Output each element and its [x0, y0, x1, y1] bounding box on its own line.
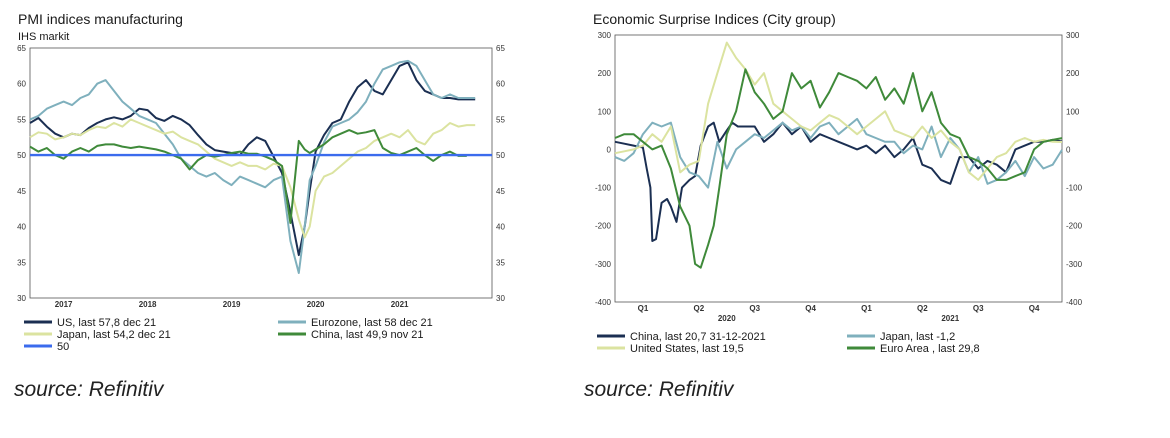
- y-tick-label-left: -200: [595, 222, 612, 231]
- y-tick-label-left: -100: [595, 184, 612, 193]
- legend-entry: Euro Area , last 29,8: [880, 343, 980, 355]
- chart-title: PMI indices manufacturing: [18, 11, 183, 27]
- x-tick-label: Q2: [693, 304, 704, 313]
- y-tick-label-left: -400: [595, 298, 612, 307]
- legend-entry: US, last 57,8 dec 21: [57, 317, 156, 329]
- legend-entry: China, last 20,7 31-12-2021: [630, 331, 766, 343]
- y-tick-label-right: 65: [496, 44, 505, 53]
- y-tick-label-left: 50: [17, 151, 26, 160]
- legend-entry: China, last 49,9 nov 21: [311, 329, 424, 341]
- y-tick-label-left: 60: [17, 80, 26, 89]
- legend-entry: 50: [57, 341, 69, 353]
- y-tick-label-right: 0: [1066, 145, 1071, 154]
- legend-entry: Eurozone, last 58 dec 21: [311, 317, 433, 329]
- chart-source: source: Refinitiv: [584, 378, 734, 401]
- y-tick-label-left: 300: [598, 31, 612, 40]
- series-line-2: [29, 118, 476, 239]
- x-tick-label: Q4: [805, 304, 816, 313]
- x-tick-label: 2021: [391, 300, 409, 309]
- y-tick-label-left: 40: [17, 223, 26, 232]
- y-tick-label-left: 45: [17, 187, 26, 196]
- chart-title: Economic Surprise Indices (City group): [593, 11, 836, 27]
- y-tick-label-right: -400: [1066, 298, 1083, 307]
- y-tick-label-right: -300: [1066, 260, 1083, 269]
- chart-source: source: Refinitiv: [14, 378, 164, 401]
- y-tick-label-right: 100: [1066, 107, 1080, 116]
- x-tick-label: 2017: [55, 300, 73, 309]
- legend-entry: United States, last 19,5: [630, 343, 744, 355]
- y-tick-label-left: 30: [17, 294, 26, 303]
- pmi-chart-svg: 30 30 35 35 40 40 45 45 50 50 55 55 60 60 65 65 2017 2018…: [17, 44, 505, 353]
- series-line-0: [614, 121, 1063, 242]
- x-tick-label: Q3: [749, 304, 760, 313]
- surprise-chart-panel: Economic Surprise Indices (City group) -…: [575, 0, 1170, 438]
- series-line-1: [29, 59, 476, 274]
- legend-entry: Japan, last 54,2 dec 21: [57, 329, 171, 341]
- y-tick-label-right: 30: [496, 294, 505, 303]
- x-tick-label: Q1: [638, 304, 649, 313]
- y-tick-label-left: 200: [598, 69, 612, 78]
- x-tick-label: 2019: [223, 300, 241, 309]
- y-tick-label-right: -100: [1066, 184, 1083, 193]
- y-tick-label-left: 35: [17, 258, 26, 267]
- y-tick-label-right: 300: [1066, 31, 1080, 40]
- plot-frame: [29, 47, 493, 299]
- series-line-1: [614, 117, 1063, 189]
- y-tick-label-left: 55: [17, 115, 26, 124]
- pmi-chart-panel: PMI indices manufacturing IHS markit 30 3…: [0, 0, 560, 438]
- y-tick-label-right: -200: [1066, 222, 1083, 231]
- y-tick-label-right: 40: [496, 223, 505, 232]
- y-tick-label-right: 50: [496, 151, 505, 160]
- plot-frame: [614, 34, 1063, 303]
- series-line-0: [29, 61, 476, 257]
- series-line-3: [614, 68, 1063, 269]
- surprise-chart-svg: -400 -400 -300 -300 -200 -200 -100 -100 0 0 100 100…: [595, 31, 1083, 355]
- x-tick-label: 2018: [139, 300, 157, 309]
- y-tick-label-left: 100: [598, 107, 612, 116]
- x-tick-label: Q2: [917, 304, 928, 313]
- y-tick-label-right: 35: [496, 258, 505, 267]
- x-tick-label: Q3: [973, 304, 984, 313]
- series-line-3: [29, 129, 467, 224]
- chart-subtitle: IHS markit: [18, 31, 70, 43]
- x-year-label: 2021: [941, 314, 959, 323]
- legend-entry: Japan, last -1,2: [880, 331, 955, 343]
- y-tick-label-left: -300: [595, 260, 612, 269]
- y-tick-label-right: 200: [1066, 69, 1080, 78]
- x-tick-label: Q1: [861, 304, 872, 313]
- y-tick-label-left: 0: [607, 145, 612, 154]
- x-year-label: 2020: [718, 314, 736, 323]
- x-tick-label: 2020: [307, 300, 325, 309]
- y-tick-label-right: 45: [496, 187, 505, 196]
- y-tick-label-left: 65: [17, 44, 26, 53]
- y-tick-label-right: 55: [496, 115, 505, 124]
- x-tick-label: Q4: [1029, 304, 1040, 313]
- y-tick-label-right: 60: [496, 80, 505, 89]
